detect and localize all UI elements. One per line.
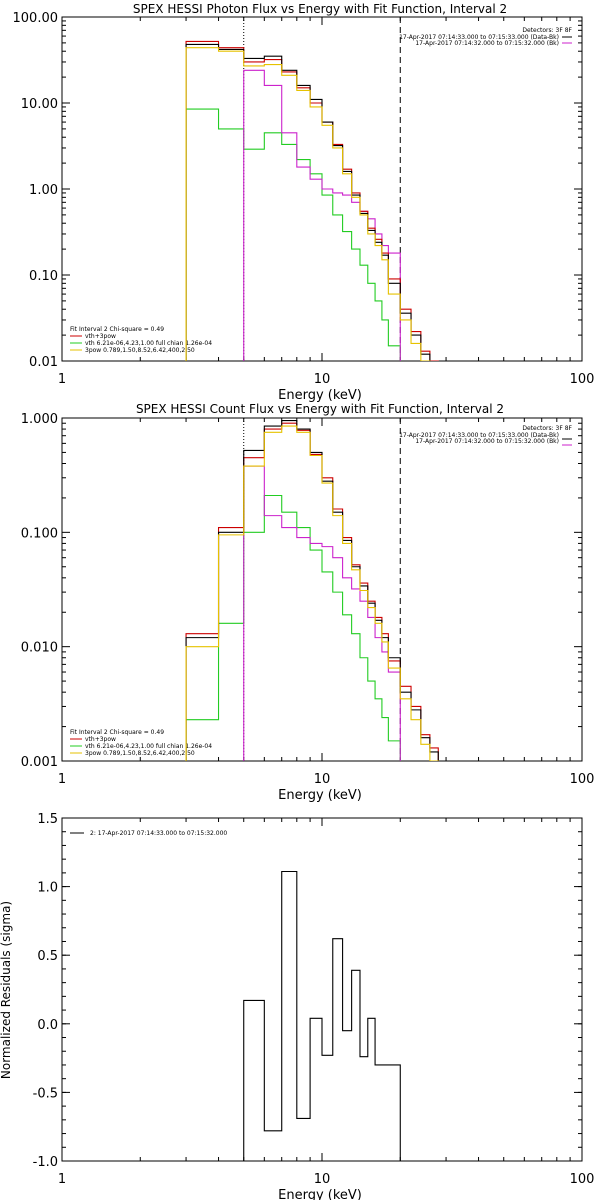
residuals-ylabel: Normalized Residuals (sigma) (0, 901, 13, 1079)
y-tick-label: 0.001 (21, 755, 58, 770)
y-tick-label: 1.0 (37, 881, 58, 896)
series-group (243, 870, 401, 1161)
photon-legend-right-1: 17-Apr-2017 07:14:33.000 to 07:15:33.000… (399, 34, 559, 41)
series-2-17-apr-2017-07-14-33-0 (243, 870, 401, 1161)
count-flux-title: SPEX HESSI Count Flux vs Energy with Fit… (136, 402, 504, 416)
series-yellow (185, 47, 431, 361)
x-tick-label: 10 (314, 372, 331, 387)
y-tick-label: 0.0 (37, 1018, 58, 1033)
x-tick-label: 1 (58, 772, 66, 787)
y-tick-label: 0.100 (21, 526, 58, 541)
count-legend-right-2: 17-Apr-2017 07:14:32.000 to 07:15:32.000… (415, 438, 559, 445)
photon-legend-right-0: Detectors: 3F 8F (522, 27, 572, 34)
x-tick-label: 10 (314, 772, 331, 787)
x-tick-label: 1 (58, 1172, 66, 1187)
series-purple (243, 465, 401, 761)
y-tick-label: 0.01 (29, 355, 58, 370)
count-flux-panel: SPEX HESSI Count Flux vs Energy with Fit… (21, 402, 595, 803)
photon-legend-left-3: 3pow 0.789,1.50,8.52,6.42,400,2.50 (85, 347, 195, 354)
x-tick-label: 100 (570, 772, 595, 787)
photon-legend-left-0: Fit Interval 2 Chi-square = 0.49 (70, 326, 164, 333)
count-legend-left-3: 3pow 0.789,1.50,8.52,6.42,400,2.50 (85, 750, 195, 757)
y-tick-label: 10.00 (21, 97, 58, 112)
x-tick-label: 100 (570, 372, 595, 387)
x-tick-label: 100 (570, 1172, 595, 1187)
series-purple (243, 69, 401, 361)
residuals-panel: Energy (keV) Normalized Residuals (sigma… (0, 812, 594, 1200)
count-legend-left-2: vth 6.21e-06,4.23,1.00 full chian 1.26e-… (85, 743, 212, 750)
series-green (185, 108, 401, 361)
photon-flux-title: SPEX HESSI Photon Flux vs Energy with Fi… (133, 2, 507, 16)
count-legend-left-0: Fit Interval 2 Chi-square = 0.49 (70, 729, 164, 736)
y-tick-label: 1.00 (29, 183, 58, 198)
photon-legend-right-2: 17-Apr-2017 07:14:32.000 to 07:15:32.000… (415, 40, 559, 47)
series-group (185, 419, 439, 761)
residuals-xlabel: Energy (keV) (278, 1188, 362, 1200)
y-tick-label: -0.5 (33, 1086, 58, 1101)
series-yellow (185, 425, 439, 761)
count-legend-right-1: 17-Apr-2017 07:14:33.000 to 07:15:33.000… (399, 432, 559, 439)
photon-legend-left-1: vth+3pow (85, 333, 116, 340)
y-tick-label: 0.5 (37, 949, 58, 964)
count-flux-xlabel: Energy (keV) (278, 788, 362, 803)
plot-frame (61, 817, 583, 1162)
photon-flux-xlabel: Energy (keV) (278, 388, 362, 403)
y-tick-label: -1.0 (33, 1155, 58, 1170)
residuals-legend: 2: 17-Apr-2017 07:14:33.000 to 07:15:32.… (90, 830, 227, 837)
count-legend-left-1: vth+3pow (85, 736, 116, 743)
y-tick-label: 1.5 (37, 812, 58, 827)
photon-flux-panel: SPEX HESSI Photon Flux vs Energy with Fi… (13, 2, 595, 403)
y-tick-label: 0.10 (29, 269, 58, 284)
series-group (185, 40, 439, 361)
y-tick-label: 100.00 (13, 11, 59, 26)
x-tick-label: 1 (58, 372, 66, 387)
y-tick-label: 0.010 (21, 641, 58, 656)
count-legend-right-0: Detectors: 3F 8F (522, 425, 572, 432)
y-tick-label: 1.000 (21, 412, 58, 427)
x-tick-label: 10 (314, 1172, 331, 1187)
photon-legend-left-2: vth 6.21e-06,4.23,1.00 full chian 1.26e-… (85, 340, 212, 347)
